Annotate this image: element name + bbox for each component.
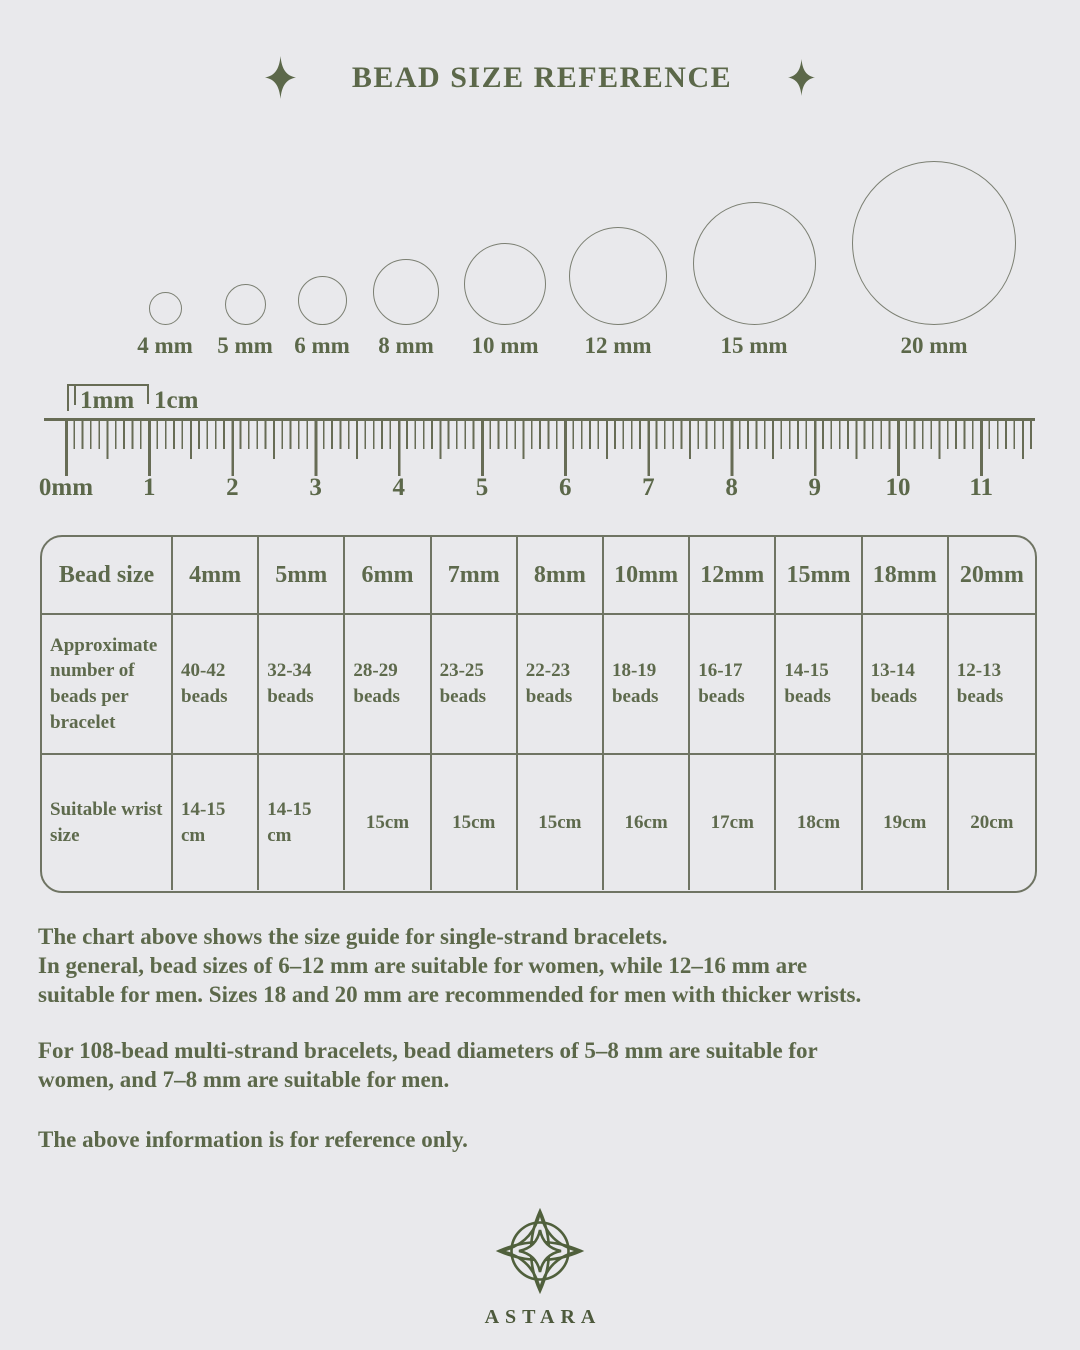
table-cell: 14-15 beads — [776, 615, 863, 755]
table-cell: 32-34 beads — [259, 615, 346, 755]
legend-bracket — [147, 384, 149, 404]
table-cell: 13-14 beads — [862, 615, 949, 755]
ruler-number: 8 — [725, 474, 738, 501]
ruler-number: 0mm — [38, 474, 94, 501]
table-row-label: Approximate number of beads per bracelet — [42, 615, 173, 755]
ruler-number: 7 — [642, 474, 655, 501]
bead-label: 6 mm — [294, 333, 350, 358]
bead-label: 4 mm — [137, 333, 193, 358]
bead-label: 10 mm — [471, 333, 539, 358]
bead-label: 5 mm — [217, 333, 273, 358]
ruler-number: 10 — [885, 474, 911, 501]
table-header-cell: Bead size — [42, 537, 173, 615]
page-title: BEAD SIZE REFERENCE — [351, 60, 733, 94]
legend-1cm: 1cm — [154, 387, 199, 414]
table-cell: 16-17 beads — [690, 615, 777, 755]
sparkle-icon — [264, 56, 296, 99]
legend-bracket — [67, 384, 69, 411]
ruler-number: 6 — [558, 474, 572, 501]
table-cell: 16cm — [604, 755, 691, 890]
bead-label: 8 mm — [378, 333, 434, 358]
table-cell: 28-29 beads — [345, 615, 432, 755]
table-cell: 22-23 beads — [517, 615, 604, 755]
sparkle-icon — [788, 59, 816, 96]
header: BEAD SIZE REFERENCE — [0, 56, 1080, 99]
table-cell: 18-19 beads — [603, 615, 691, 755]
table-cell: 15cm — [518, 755, 604, 890]
table-cell: 14-15 cm — [173, 755, 260, 890]
bead-circle-5mm — [224, 284, 266, 325]
note-paragraph: The chart above shows the size guide for… — [38, 924, 862, 1007]
table-cell: 19cm — [863, 755, 949, 890]
bead-circle-15mm — [692, 202, 816, 325]
table-header-cell: 15mm — [776, 537, 863, 615]
bead-circle-6mm — [297, 276, 347, 325]
ruler-cm-ticks — [65, 421, 1034, 476]
table-header-cell: 8mm — [517, 537, 604, 615]
ruler-baseline — [44, 418, 1035, 421]
table-header-cell: 4mm — [173, 537, 260, 615]
bead-circle-12mm — [569, 227, 667, 325]
brand-name: ASTARA — [484, 1306, 602, 1328]
ruler-number: 9 — [808, 474, 822, 501]
table-header-cell: 18mm — [862, 537, 949, 615]
note-paragraph: The above information is for reference o… — [38, 1127, 468, 1152]
ruler-number: 4 — [392, 474, 406, 501]
table-cell: 14-15 cm — [259, 755, 346, 890]
table-cell: 15cm — [432, 755, 518, 890]
bead-circle-10mm — [464, 243, 546, 325]
table-cell: 17cm — [690, 755, 777, 890]
ruler-number: 3 — [309, 474, 322, 501]
table-header-cell: 6mm — [345, 537, 432, 615]
ruler-number: 1 — [142, 474, 156, 501]
table-header-cell: 12mm — [690, 537, 777, 615]
table-header-cell: 7mm — [431, 537, 518, 615]
table-header-cell: 20mm — [948, 537, 1035, 615]
bead-circle-20mm — [852, 161, 1016, 325]
table-cell: 40-42 beads — [173, 615, 260, 755]
table-cell: 20cm — [970, 811, 1014, 833]
note-paragraph: For 108-bead multi-strand bracelets, bea… — [38, 1038, 818, 1092]
ruler-number: 2 — [226, 474, 239, 501]
bead-circle-4mm — [148, 292, 182, 325]
bead-circle-8mm — [373, 259, 439, 325]
ruler-number: 11 — [969, 474, 993, 501]
bead-label: 15 mm — [720, 333, 788, 358]
legend-bracket — [74, 384, 76, 405]
table-cell: 15cm — [345, 755, 432, 890]
table-header-cell: 5mm — [259, 537, 346, 615]
table-row-label: Suitable wrist size — [42, 755, 173, 890]
table-cell: 12-13 beads — [948, 615, 1035, 755]
size-table: Bead size 4mm 5mm 6mm 7mm 8mm 10mm 12mm … — [40, 535, 1037, 893]
table-cell: 23-25 beads — [431, 615, 518, 755]
bead-label: 20 mm — [900, 333, 968, 358]
ruler-number: 5 — [475, 474, 489, 501]
legend-bracket — [67, 384, 149, 386]
notes: The chart above shows the size guide for… — [38, 922, 1044, 1154]
brand-logo-icon — [492, 1203, 588, 1299]
table-header-cell: 10mm — [603, 537, 691, 615]
bead-label: 12 mm — [584, 333, 652, 358]
legend-1mm: 1mm — [80, 387, 135, 414]
table-cell: 18cm — [776, 755, 863, 890]
